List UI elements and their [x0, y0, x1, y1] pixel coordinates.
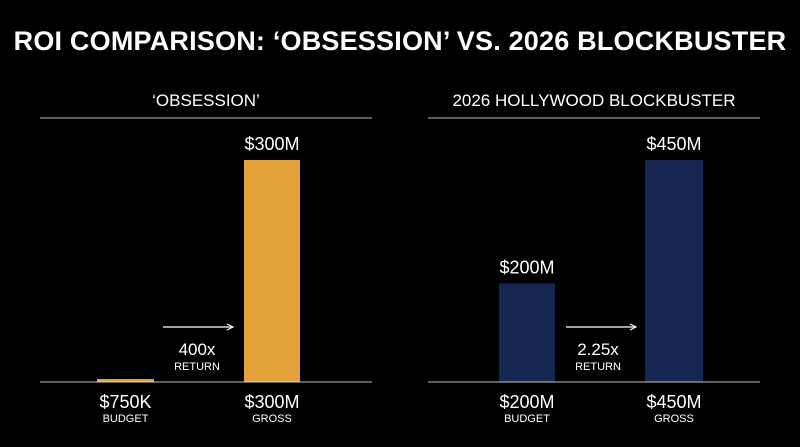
blockbuster-bar-label-gross: $450M	[646, 134, 701, 154]
blockbuster-panel-title: 2026 HOLLYWOOD BLOCKBUSTER	[452, 91, 735, 110]
obsession-panel-title: ‘OBSESSION’	[152, 91, 260, 110]
blockbuster-category-value-budget: $200M	[499, 392, 554, 412]
obsession-bar-label-gross: $300M	[244, 134, 299, 154]
blockbuster-bar-label-budget: $200M	[499, 257, 554, 277]
obsession-category-value-budget: $750K	[99, 392, 151, 412]
obsession-category-label-gross: GROSS	[252, 413, 292, 425]
obsession-multiplier-value: 400x	[179, 340, 216, 359]
obsession-bar-budget	[97, 379, 154, 382]
blockbuster-category-value-gross: $450M	[646, 392, 701, 412]
obsession-category-value-gross: $300M	[244, 392, 299, 412]
blockbuster-bar-budget	[499, 283, 555, 382]
blockbuster-category-label-budget: BUDGET	[504, 413, 550, 425]
blockbuster-bar-gross	[645, 160, 703, 382]
obsession-category-label-budget: BUDGET	[103, 413, 149, 425]
chart-title: ROI COMPARISON: ‘OBSESSION’ VS. 2026 BLO…	[13, 26, 787, 56]
blockbuster-multiplier-caption: RETURN	[575, 361, 621, 373]
blockbuster-category-label-gross: GROSS	[654, 413, 694, 425]
obsession-bar-gross	[244, 160, 300, 382]
obsession-multiplier-caption: RETURN	[174, 361, 220, 373]
blockbuster-multiplier-value: 2.25x	[577, 340, 619, 359]
